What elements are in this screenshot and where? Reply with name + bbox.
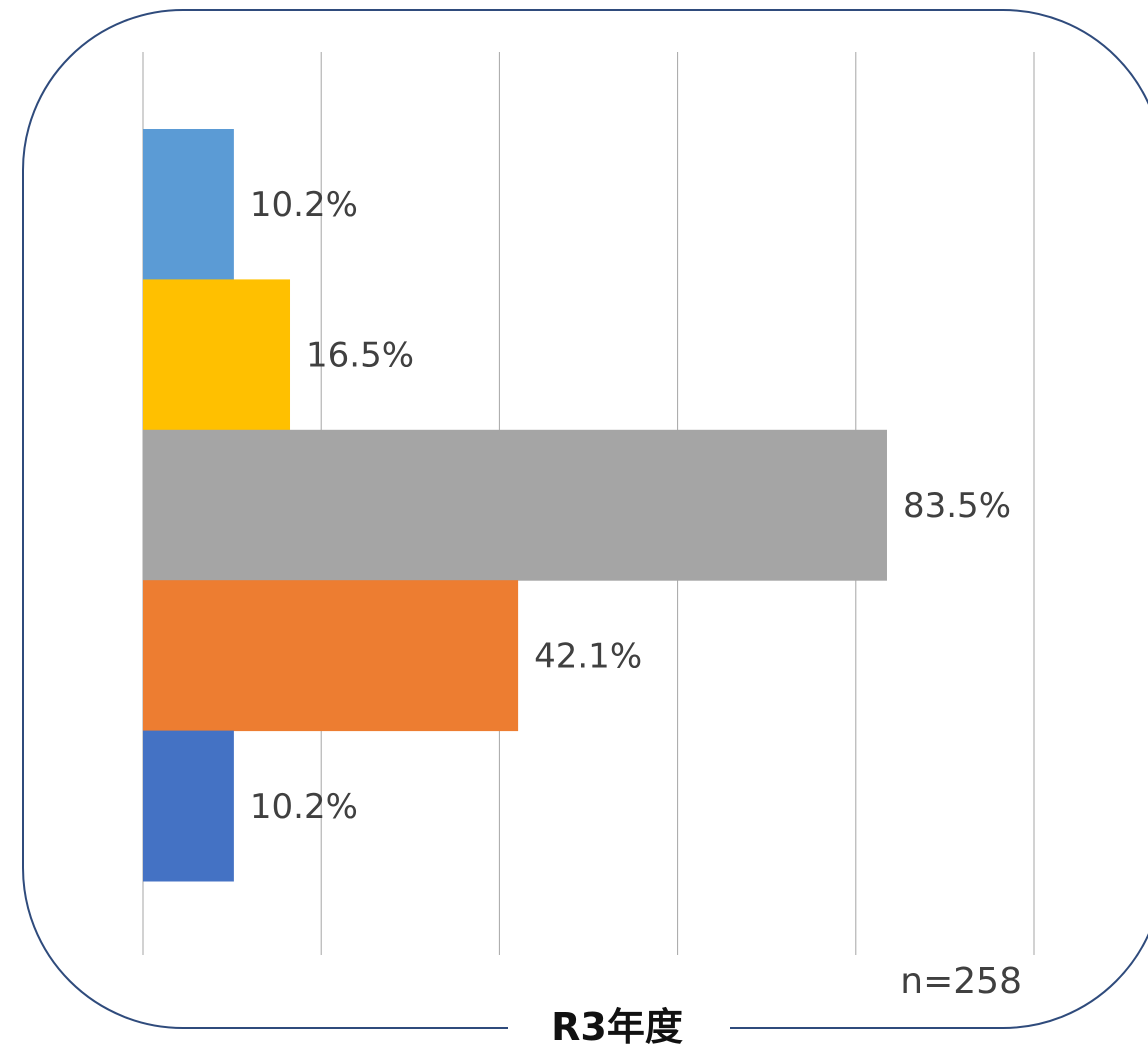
bar [143,129,234,280]
data-label: 83.5% [903,486,1011,526]
bar [143,429,887,581]
data-label: 10.2% [250,185,358,225]
bar [143,580,519,732]
bars [143,129,887,882]
chart-title: R3年度 [551,1005,683,1045]
data-labels: 10.2% 16.5% 83.5% 42.1% 10.2% [250,185,1011,827]
data-label: 16.5% [306,336,414,376]
bar [143,730,234,882]
title-background [508,1010,730,1045]
sample-size-label: n=258 [900,961,1022,1002]
bar [143,279,291,431]
data-label: 10.2% [250,787,358,827]
data-label: 42.1% [534,636,642,676]
